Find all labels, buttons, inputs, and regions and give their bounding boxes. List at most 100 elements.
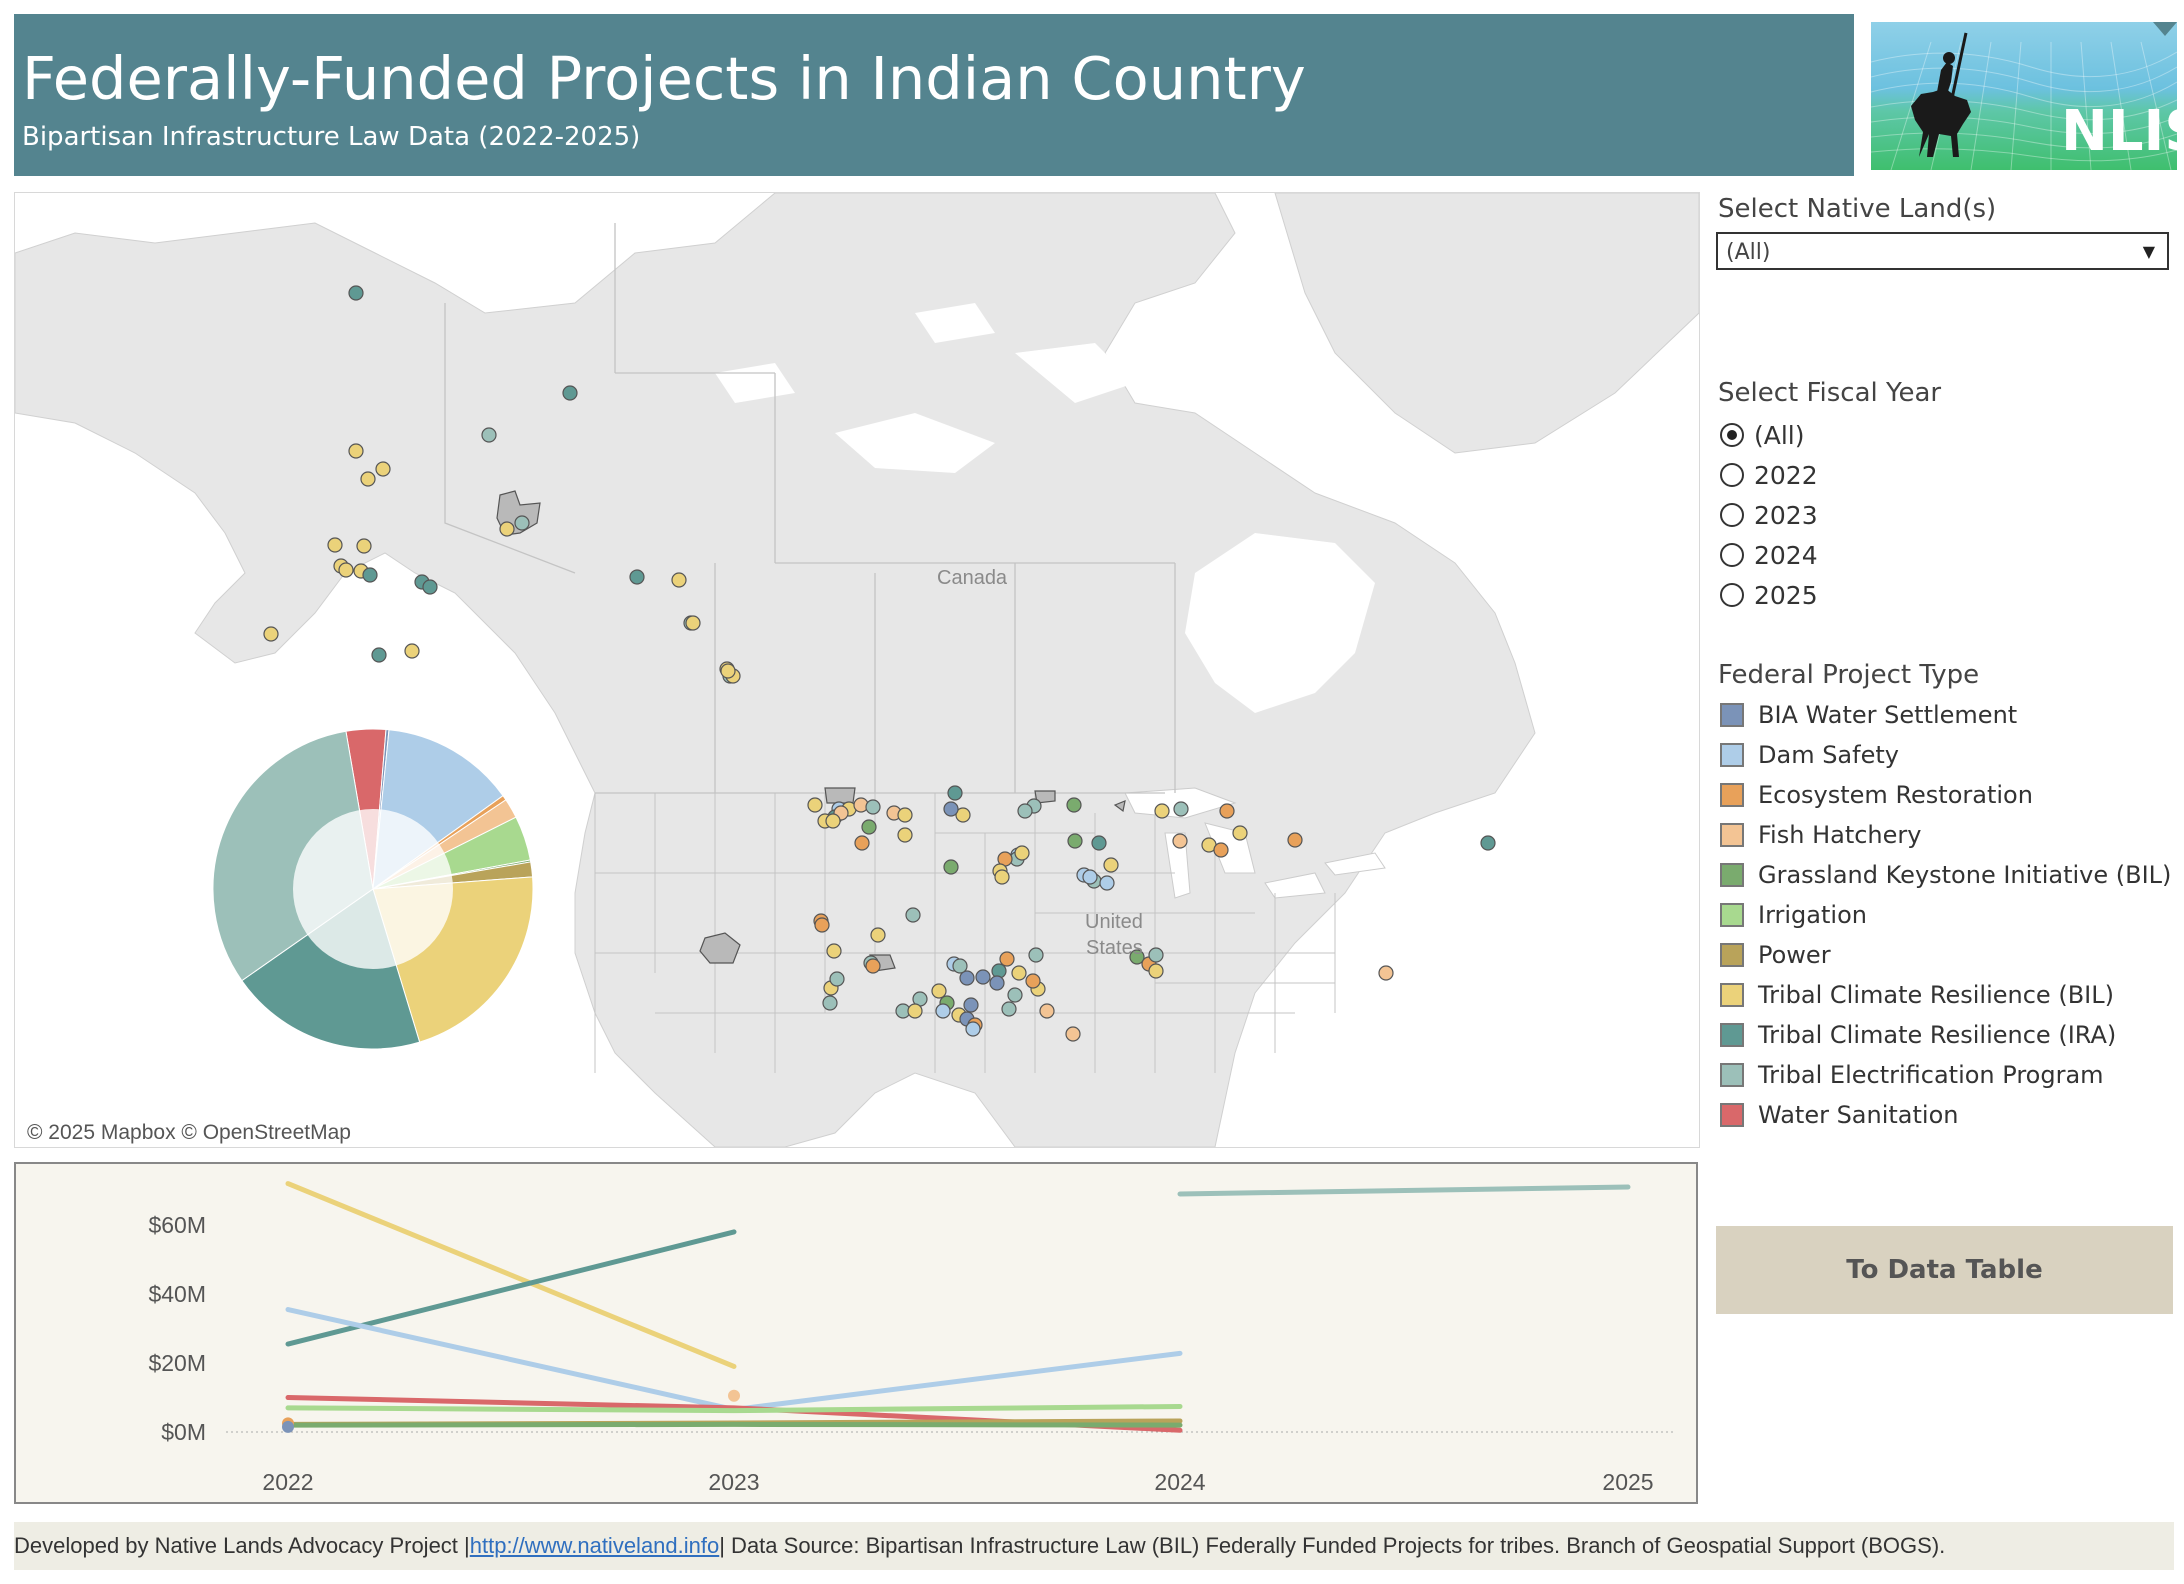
project-point[interactable]	[905, 907, 921, 923]
project-point[interactable]	[807, 797, 823, 813]
project-point[interactable]	[955, 807, 971, 823]
fiscal-year-option-all[interactable]: (All)	[1720, 418, 1805, 452]
project-point[interactable]	[371, 647, 387, 663]
radio-button[interactable]	[1720, 583, 1744, 607]
project-point[interactable]	[994, 869, 1010, 885]
fiscal-year-option-2024[interactable]: 2024	[1720, 538, 1818, 572]
project-point[interactable]	[825, 813, 841, 829]
legend-item[interactable]: Fish Hatchery	[1720, 818, 1921, 852]
project-point[interactable]	[931, 983, 947, 999]
legend-item[interactable]: Tribal Climate Resilience (BIL)	[1720, 978, 2114, 1012]
radio-button[interactable]	[1720, 503, 1744, 527]
project-point[interactable]	[865, 799, 881, 815]
project-point[interactable]	[1099, 875, 1115, 891]
project-point[interactable]	[1014, 845, 1030, 861]
project-point[interactable]	[1232, 825, 1248, 841]
legend-item[interactable]: BIA Water Settlement	[1720, 698, 2017, 732]
project-point[interactable]	[1154, 803, 1170, 819]
project-point[interactable]	[1148, 963, 1164, 979]
radio-button[interactable]	[1720, 423, 1744, 447]
project-point[interactable]	[1103, 857, 1119, 873]
project-point[interactable]	[989, 975, 1005, 991]
project-point[interactable]	[562, 385, 578, 401]
radio-button[interactable]	[1720, 543, 1744, 567]
fiscal-year-option-2022[interactable]: 2022	[1720, 458, 1818, 492]
project-point[interactable]	[629, 569, 645, 585]
pie-slice[interactable]	[212, 730, 374, 982]
project-point[interactable]	[814, 917, 830, 933]
project-point[interactable]	[404, 643, 420, 659]
legend-item[interactable]: Irrigation	[1720, 898, 1867, 932]
project-point[interactable]	[1287, 832, 1303, 848]
native-land-dropdown[interactable]: (All) ▼	[1716, 232, 2169, 270]
project-point[interactable]	[338, 562, 354, 578]
project-point[interactable]	[263, 626, 279, 642]
project-point[interactable]	[1065, 1026, 1081, 1042]
project-point[interactable]	[822, 995, 838, 1011]
project-point[interactable]	[1001, 1001, 1017, 1017]
legend-item[interactable]: Ecosystem Restoration	[1720, 778, 2033, 812]
project-point[interactable]	[375, 461, 391, 477]
project-point[interactable]	[952, 958, 968, 974]
legend-item[interactable]: Power	[1720, 938, 1831, 972]
map-attribution[interactable]: © 2025 Mapbox © OpenStreetMap	[23, 1119, 355, 1147]
project-point[interactable]	[348, 443, 364, 459]
series-line[interactable]	[285, 1181, 737, 1369]
project-point[interactable]	[999, 951, 1015, 967]
project-point[interactable]	[907, 1003, 923, 1019]
project-point[interactable]	[1011, 965, 1027, 981]
project-point[interactable]	[327, 537, 343, 553]
project-point[interactable]	[514, 515, 530, 531]
project-point[interactable]	[481, 427, 497, 443]
project-point[interactable]	[499, 521, 515, 537]
project-point[interactable]	[685, 615, 701, 631]
legend-item[interactable]: Tribal Electrification Program	[1720, 1058, 2104, 1092]
project-point[interactable]	[826, 943, 842, 959]
series-line[interactable]	[285, 1421, 1183, 1428]
project-point[interactable]	[947, 785, 963, 801]
project-point[interactable]	[348, 285, 364, 301]
project-point[interactable]	[1148, 947, 1164, 963]
project-point[interactable]	[1480, 835, 1496, 851]
project-point[interactable]	[360, 471, 376, 487]
project-point[interactable]	[943, 801, 959, 817]
projects-map[interactable]: Canada United States © 2025 Mapbox © Ope…	[14, 192, 1700, 1148]
fiscal-year-option-2025[interactable]: 2025	[1720, 578, 1818, 612]
series-line[interactable]	[285, 1229, 737, 1347]
project-point[interactable]	[1067, 833, 1083, 849]
project-point[interactable]	[829, 971, 845, 987]
project-point[interactable]	[1129, 949, 1145, 965]
project-point[interactable]	[1007, 987, 1023, 1003]
series-line[interactable]	[1177, 1184, 1631, 1197]
series-point[interactable]	[282, 1420, 294, 1433]
project-point[interactable]	[1039, 1003, 1055, 1019]
project-point[interactable]	[1091, 835, 1107, 851]
project-point[interactable]	[959, 970, 975, 986]
series-line[interactable]	[285, 1403, 1183, 1414]
project-point[interactable]	[1028, 947, 1044, 963]
project-point[interactable]	[897, 827, 913, 843]
project-point[interactable]	[1025, 973, 1041, 989]
project-point[interactable]	[1219, 803, 1235, 819]
legend-item[interactable]: Tribal Climate Resilience (IRA)	[1720, 1018, 2116, 1052]
series-point[interactable]	[728, 1389, 740, 1402]
project-point[interactable]	[1213, 842, 1229, 858]
project-point[interactable]	[965, 1021, 981, 1037]
to-data-table-button[interactable]: To Data Table	[1716, 1226, 2173, 1314]
project-point[interactable]	[362, 567, 378, 583]
project-point[interactable]	[720, 663, 736, 679]
legend-item[interactable]: Dam Safety	[1720, 738, 1899, 772]
project-point[interactable]	[935, 1003, 951, 1019]
project-point[interactable]	[963, 997, 979, 1013]
fiscal-year-option-2023[interactable]: 2023	[1720, 498, 1818, 532]
project-point[interactable]	[975, 969, 991, 985]
project-point[interactable]	[943, 859, 959, 875]
project-point[interactable]	[1066, 797, 1082, 813]
project-point[interactable]	[1017, 803, 1033, 819]
legend-item[interactable]: Grassland Keystone Initiative (BIL)	[1720, 858, 2171, 892]
footer-link[interactable]: http://www.nativeland.info	[469, 1533, 720, 1558]
legend-item[interactable]: Water Sanitation	[1720, 1098, 1958, 1132]
project-point[interactable]	[897, 807, 913, 823]
project-point[interactable]	[865, 958, 881, 974]
project-point[interactable]	[861, 819, 877, 835]
